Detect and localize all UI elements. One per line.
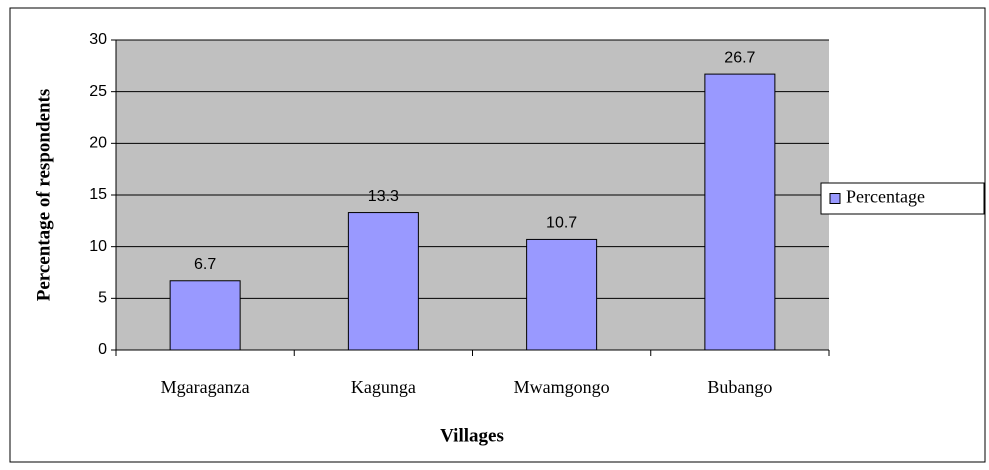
y-tick-label: 15 [89,186,107,203]
data-label: 10.7 [546,215,577,232]
legend-swatch [829,193,841,204]
bar [704,73,776,351]
y-tick-label: 5 [98,290,107,307]
y-tick-label: 25 [89,83,107,100]
data-label: 6.7 [194,256,216,273]
bar [526,238,598,351]
y-axis-label: Percentage of respondents [33,89,54,302]
y-tick-label: 30 [89,31,107,48]
legend-box [820,182,985,215]
x-axis-label: Villages [440,425,504,446]
x-tick-label: Kagunga [351,377,416,397]
y-tick-label: 0 [98,341,107,358]
data-label: 13.3 [368,188,399,205]
data-label: 26.7 [724,49,755,66]
y-tick-label: 10 [89,238,107,255]
bar [169,280,241,351]
legend-label: Percentage [846,187,925,207]
x-tick-label: Bubango [707,377,772,397]
x-tick-label: Mgaraganza [161,377,250,397]
bar [347,212,419,351]
x-tick-label: Mwamgongo [514,377,610,397]
y-tick-label: 20 [89,135,107,152]
